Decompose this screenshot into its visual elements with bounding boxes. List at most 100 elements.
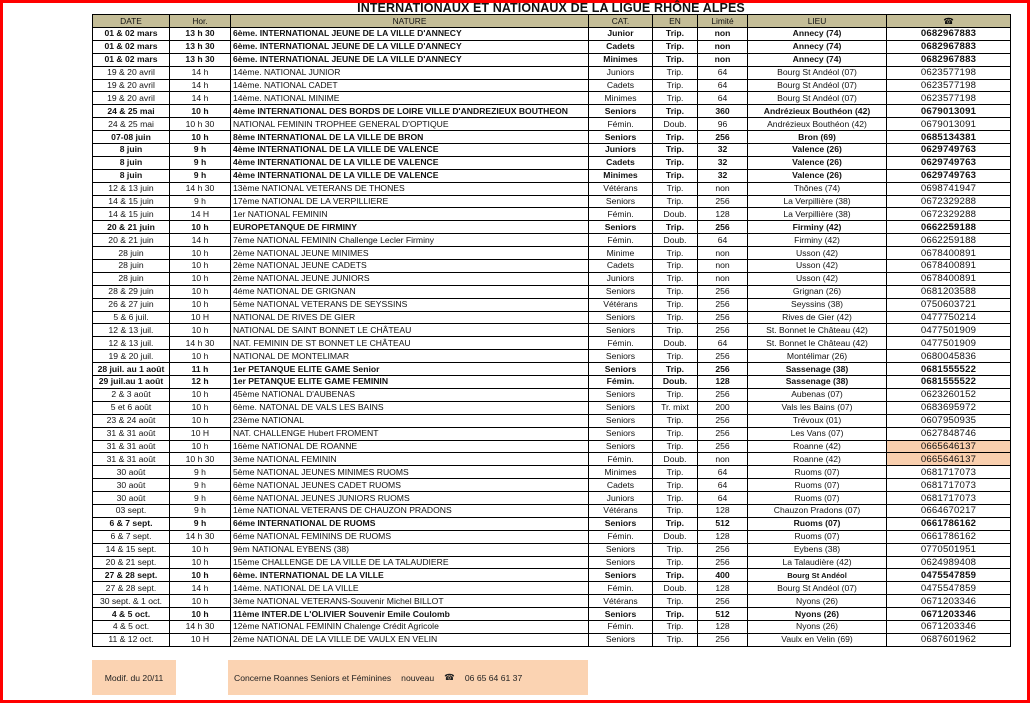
cell-category: Seniors [588,426,653,441]
note-text: Concerne Roannes Seniors et Féminines [234,672,392,683]
cell-nature: 23ème NATIONAL [230,413,589,428]
cell-category: Seniors [588,130,653,145]
table-row: 8 juin 9 h 4ème INTERNATIONAL DE LA VILLE … [92,155,1011,170]
table-row: 28 & 29 juin 10 h 4éme NATIONAL DE GRIGNAN… [92,284,1011,299]
table-row: 28 juin 10 h 2ème NATIONAL JEUNE CADETS Cad… [92,259,1011,273]
cell-format: Trip. [652,426,698,441]
column-header-location: LIEU [747,14,887,28]
cell-location: Nyons (26) [747,594,887,609]
table-row: 6 & 7 sept. 9 h 6éme INTERNATIONAL DE RUOM… [92,516,1011,531]
cell-nature: 6ème NATIONAL JEUNES CADET RUOMS [230,478,589,493]
cell-location: Eybens (38) [747,542,887,557]
cell-limit: 32 [697,168,748,183]
cell-phone: 0681555522 [886,375,1011,389]
cell-format: Trip. [652,387,698,402]
cell-phone: 0671203346 [886,594,1011,609]
cell-hour: 13 h 30 [169,39,231,54]
table-row: 28 juil. au 1 août 11 h 1er PETANQUE ELITE… [92,362,1011,377]
cell-format: Trip. [652,220,698,235]
cell-hour: 13 h 30 [169,52,231,67]
cell-hour: 9 h [169,503,231,518]
table-row: 01 & 02 mars 13 h 30 6ème. INTERNATIONAL J… [92,39,1011,54]
cell-limit: 360 [697,104,748,119]
cell-format: Doub. [652,207,698,222]
cell-date: 01 & 02 mars [92,39,170,54]
cell-location: Andrézieux Bouthéon (42) [747,117,887,132]
cell-hour: 14 h [169,65,231,80]
table-row: 27 & 28 sept. 14 h 14ème. NATIONAL DE LA V… [92,581,1011,596]
cell-category: Seniors [588,194,653,209]
cell-nature: 6ème. NATONAL DE VALS LES BAINS [230,400,589,415]
table-row: 5 & 6 juil. 10 H NATIONAL DE RIVES DE GIER… [92,310,1011,325]
cell-date: 01 & 02 mars [92,52,170,67]
cell-phone: 0629749763 [886,143,1011,157]
cell-nature: NATIONAL DE MONTELIMAR [230,349,589,364]
cell-phone: 0475547859 [886,581,1011,596]
cell-category: Minimes [588,52,653,67]
cell-phone: 0623577198 [886,78,1011,93]
cell-hour: 10 h [169,568,231,583]
cell-limit: 256 [697,439,748,454]
cell-format: Trip. [652,491,698,505]
cell-nature: 7ème NATIONAL FEMININ Challenge Lecler F… [230,233,589,248]
cell-phone: 0662259188 [886,220,1011,235]
cell-category: Seniors [588,632,653,647]
cell-limit: non [697,246,748,261]
cell-location: Ruoms (07) [747,516,887,531]
cell-nature: 4ème INTERNATIONAL DE LA VILLE DE VALENC… [230,155,589,170]
cell-format: Trip. [652,168,698,183]
cell-date: 20 & 21 sept. [92,555,170,570]
cell-format: Trip. [652,130,698,145]
cell-phone: 0662259188 [886,233,1011,248]
cell-hour: 10 h [169,413,231,428]
cell-format: Trip. [652,259,698,273]
cell-nature: NATIONAL DE RIVES DE GIER [230,310,589,325]
cell-limit: 256 [697,632,748,647]
cell-limit: non [697,52,748,67]
cell-nature: 9èm NATIONAL EYBENS (38) [230,542,589,557]
cell-format: Trip. [652,555,698,570]
cell-date: 23 & 24 août [92,413,170,428]
cell-limit: 200 [697,400,748,415]
cell-location: Bourg St Andéol (07) [747,78,887,93]
cell-category: Seniors [588,568,653,583]
cell-nature: 8ème INTERNATIONAL DE LA VILLE DE BRON [230,130,589,145]
cell-nature: 15ème CHALLENGE DE LA VILLE DE LA TALAUD… [230,555,589,570]
new-phone: 06 65 64 61 37 [464,672,523,683]
cell-format: Tr. mixt [652,400,698,415]
cell-phone: 0665646137 [886,439,1011,454]
table-row: 27 & 28 sept. 10 h 6ème. INTERNATIONAL DE … [92,568,1011,583]
cell-category: Cadets [588,155,653,170]
cell-hour: 10 h [169,104,231,119]
cell-date: 20 & 21 juin [92,233,170,248]
cell-category: Vétérans [588,181,653,196]
cell-hour: 10 h [169,284,231,299]
cell-date: 27 & 28 sept. [92,568,170,583]
modification-note: Modif. du 20/11 [92,660,176,695]
cell-nature: 6ème. INTERNATIONAL JEUNE DE LA VILLE D'… [230,52,589,67]
cell-category: Fémin. [588,529,653,544]
cell-nature: NATIONAL DE SAINT BONNET LE CHÂTEAU [230,323,589,338]
cell-date: 01 & 02 mars [92,27,170,41]
cell-hour: 10 h 30 [169,117,231,132]
cell-limit: 400 [697,568,748,583]
cell-format: Trip. [652,465,698,480]
cell-category: Seniors [588,439,653,454]
cell-location: La Verpillière (38) [747,194,887,209]
cell-location: Valence (26) [747,143,887,157]
cell-location: Roanne (42) [747,452,887,467]
cell-location: Roanne (42) [747,439,887,454]
cell-limit: 128 [697,581,748,596]
cell-phone: 0475547859 [886,568,1011,583]
table-row: 01 & 02 mars 13 h 30 6ème. INTERNATIONAL J… [92,52,1011,67]
cell-nature: 3ème NATIONAL VETERANS-Souvenir Michel B… [230,594,589,609]
cell-hour: 14 H [169,207,231,222]
cell-category: Fémin. [588,581,653,596]
cell-phone: 0682967883 [886,52,1011,67]
cell-hour: 9 h [169,155,231,170]
column-header-limit: Limité [697,14,748,28]
table-row: 14 & 15 juin 14 H 1er NATIONAL FEMININ Fémi… [92,207,1011,222]
cell-phone: 0680045836 [886,349,1011,364]
cell-category: Seniors [588,323,653,338]
cell-hour: 14 h [169,78,231,93]
